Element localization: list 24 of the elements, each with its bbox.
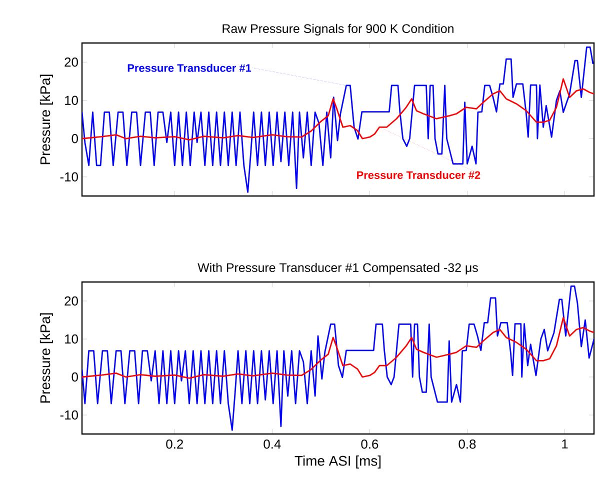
- y-tick-label: 0: [72, 372, 78, 382]
- x-tick-label: 0.8: [458, 440, 476, 449]
- line-series: [82, 317, 594, 379]
- y-tick-label: 0: [72, 134, 78, 144]
- y-tick-label: -10: [60, 172, 78, 182]
- text: Pressure Transducer #1: [128, 64, 252, 72]
- text: Pressure Transducer #2: [357, 170, 480, 179]
- y-tick-label: -10: [60, 410, 78, 420]
- x-tick-label: 0.6: [361, 440, 378, 449]
- x-axis-title: Time ASI [ms]: [294, 456, 381, 469]
- line-series: [82, 78, 594, 140]
- line-series: [82, 285, 594, 431]
- x-tick-label: 0.2: [166, 440, 183, 449]
- y-tick-label: 20: [64, 296, 78, 306]
- y-tick-label: 20: [64, 58, 78, 67]
- chart-title: Raw Pressure Signals for 900 K Condition: [222, 24, 454, 36]
- y-tick-label: 10: [65, 96, 78, 105]
- line-series: [82, 46, 594, 193]
- y-tick-label: 10: [65, 334, 78, 344]
- y-axis-title: Pressure [kPa]: [40, 313, 53, 403]
- chart-title: With Pressure Transducer #1 Compensated -32 μs: [198, 262, 478, 274]
- x-tick-label: 0.4: [264, 440, 281, 449]
- y-axis-title: Pressure [kPa]: [40, 74, 53, 164]
- x-tick-label: 1: [562, 440, 568, 448]
